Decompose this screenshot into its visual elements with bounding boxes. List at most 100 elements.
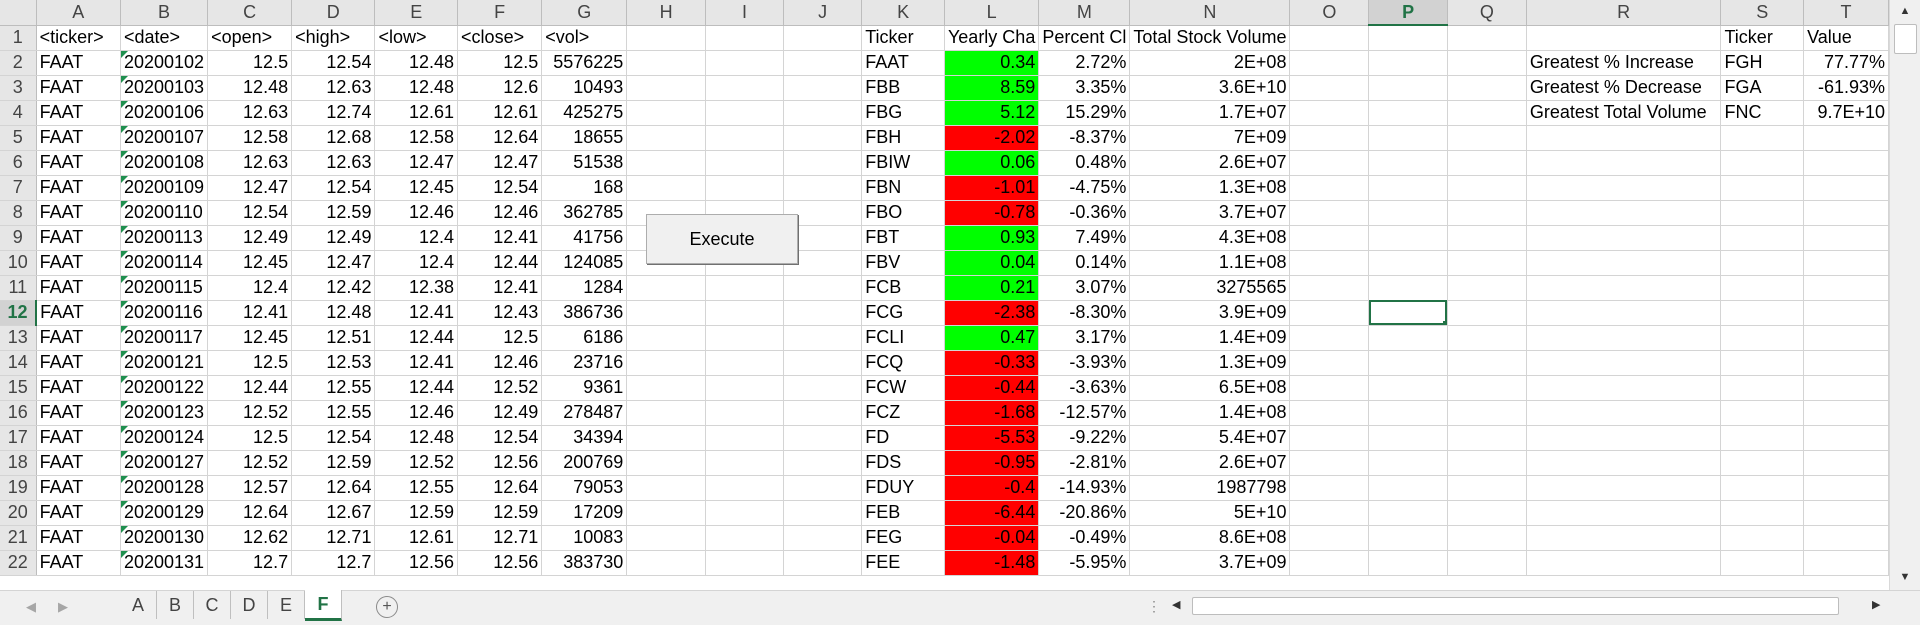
horizontal-scroll-thumb[interactable] bbox=[1192, 597, 1839, 615]
cell-a22[interactable]: FAAT bbox=[36, 550, 121, 576]
cell-c11[interactable]: 12.4 bbox=[207, 275, 293, 301]
cell-c6[interactable]: 12.63 bbox=[207, 150, 293, 176]
cell-o8[interactable] bbox=[1289, 200, 1370, 226]
cell-h20[interactable] bbox=[626, 500, 707, 526]
cell-p12[interactable] bbox=[1368, 300, 1448, 326]
cell-c19[interactable]: 12.57 bbox=[207, 475, 293, 501]
cell-d13[interactable]: 12.51 bbox=[291, 325, 376, 351]
cell-k21[interactable]: FEG bbox=[861, 525, 945, 551]
cell-o22[interactable] bbox=[1289, 550, 1370, 576]
cell-i1[interactable] bbox=[705, 25, 784, 51]
scroll-down-icon[interactable]: ▼ bbox=[1899, 571, 1911, 583]
cell-j15[interactable] bbox=[783, 375, 863, 401]
cell-m18[interactable]: -2.81% bbox=[1038, 450, 1131, 476]
column-header-g[interactable]: G bbox=[541, 0, 628, 26]
cell-i4[interactable] bbox=[705, 100, 784, 126]
cell-b11[interactable]: 20200115 bbox=[120, 275, 209, 301]
cell-l5[interactable]: -2.02 bbox=[944, 125, 1040, 151]
cell-a12[interactable]: FAAT bbox=[36, 300, 121, 326]
cell-t3[interactable]: -61.93% bbox=[1803, 75, 1889, 101]
cell-f20[interactable]: 12.59 bbox=[457, 500, 543, 526]
cell-f3[interactable]: 12.6 bbox=[457, 75, 543, 101]
cell-s1[interactable]: Ticker bbox=[1720, 25, 1805, 51]
cell-m8[interactable]: -0.36% bbox=[1038, 200, 1131, 226]
cell-l2[interactable]: 0.34 bbox=[944, 50, 1040, 76]
cell-j22[interactable] bbox=[783, 550, 863, 576]
cell-a10[interactable]: FAAT bbox=[36, 250, 121, 276]
cell-l22[interactable]: -1.48 bbox=[944, 550, 1040, 576]
cell-r6[interactable] bbox=[1526, 150, 1722, 176]
cell-n1[interactable]: Total Stock Volume bbox=[1129, 25, 1291, 51]
cell-r17[interactable] bbox=[1526, 425, 1722, 451]
cell-g4[interactable]: 425275 bbox=[541, 100, 628, 126]
cell-t14[interactable] bbox=[1803, 350, 1889, 376]
sheet-tab-d[interactable]: D bbox=[231, 591, 268, 619]
cell-n8[interactable]: 3.7E+07 bbox=[1129, 200, 1291, 226]
cell-c12[interactable]: 12.41 bbox=[207, 300, 293, 326]
cell-l12[interactable]: -2.38 bbox=[944, 300, 1040, 326]
cell-p2[interactable] bbox=[1368, 50, 1448, 76]
cell-n5[interactable]: 7E+09 bbox=[1129, 125, 1291, 151]
cell-c21[interactable]: 12.62 bbox=[207, 525, 293, 551]
cell-l18[interactable]: -0.95 bbox=[944, 450, 1040, 476]
cell-r20[interactable] bbox=[1526, 500, 1722, 526]
cell-a8[interactable]: FAAT bbox=[36, 200, 121, 226]
cell-r9[interactable] bbox=[1526, 225, 1722, 251]
cell-j11[interactable] bbox=[783, 275, 863, 301]
cell-b16[interactable]: 20200123 bbox=[120, 400, 209, 426]
cell-a16[interactable]: FAAT bbox=[36, 400, 121, 426]
cell-d9[interactable]: 12.49 bbox=[291, 225, 376, 251]
cell-b9[interactable]: 20200113 bbox=[120, 225, 209, 251]
cell-q12[interactable] bbox=[1447, 300, 1527, 326]
cell-n13[interactable]: 1.4E+09 bbox=[1129, 325, 1291, 351]
cell-a13[interactable]: FAAT bbox=[36, 325, 121, 351]
cell-k20[interactable]: FEB bbox=[861, 500, 945, 526]
cell-t15[interactable] bbox=[1803, 375, 1889, 401]
cell-j4[interactable] bbox=[783, 100, 863, 126]
cell-s22[interactable] bbox=[1720, 550, 1805, 576]
cell-r3[interactable]: Greatest % Decrease bbox=[1526, 75, 1722, 101]
cell-s11[interactable] bbox=[1720, 275, 1805, 301]
cell-h11[interactable] bbox=[626, 275, 707, 301]
cell-j1[interactable] bbox=[783, 25, 863, 51]
cell-q4[interactable] bbox=[1447, 100, 1527, 126]
cell-s4[interactable]: FNC bbox=[1720, 100, 1805, 126]
cell-g9[interactable]: 41756 bbox=[541, 225, 628, 251]
cell-b21[interactable]: 20200130 bbox=[120, 525, 209, 551]
cell-o14[interactable] bbox=[1289, 350, 1370, 376]
cell-q11[interactable] bbox=[1447, 275, 1527, 301]
cell-d3[interactable]: 12.63 bbox=[291, 75, 376, 101]
cell-g5[interactable]: 18655 bbox=[541, 125, 628, 151]
cell-m19[interactable]: -14.93% bbox=[1038, 475, 1131, 501]
cell-r4[interactable]: Greatest Total Volume bbox=[1526, 100, 1722, 126]
cell-d4[interactable]: 12.74 bbox=[291, 100, 376, 126]
cell-m10[interactable]: 0.14% bbox=[1038, 250, 1131, 276]
cell-q8[interactable] bbox=[1447, 200, 1527, 226]
cell-q9[interactable] bbox=[1447, 225, 1527, 251]
cell-j17[interactable] bbox=[783, 425, 863, 451]
cell-p5[interactable] bbox=[1368, 125, 1448, 151]
cell-t20[interactable] bbox=[1803, 500, 1889, 526]
cell-s21[interactable] bbox=[1720, 525, 1805, 551]
cell-i21[interactable] bbox=[705, 525, 784, 551]
cell-f16[interactable]: 12.49 bbox=[457, 400, 543, 426]
cell-q21[interactable] bbox=[1447, 525, 1527, 551]
cell-m6[interactable]: 0.48% bbox=[1038, 150, 1131, 176]
execute-button[interactable]: Execute bbox=[646, 214, 798, 264]
cell-g17[interactable]: 34394 bbox=[541, 425, 628, 451]
cell-j7[interactable] bbox=[783, 175, 863, 201]
cell-m1[interactable]: Percent Cl bbox=[1038, 25, 1131, 51]
column-header-o[interactable]: O bbox=[1289, 0, 1370, 26]
cell-e6[interactable]: 12.47 bbox=[374, 150, 459, 176]
cell-p4[interactable] bbox=[1368, 100, 1448, 126]
cell-p20[interactable] bbox=[1368, 500, 1448, 526]
cell-k4[interactable]: FBG bbox=[861, 100, 945, 126]
cell-i5[interactable] bbox=[705, 125, 784, 151]
cell-s12[interactable] bbox=[1720, 300, 1805, 326]
cell-e8[interactable]: 12.46 bbox=[374, 200, 459, 226]
cell-b2[interactable]: 20200102 bbox=[120, 50, 209, 76]
cell-f17[interactable]: 12.54 bbox=[457, 425, 543, 451]
cell-d15[interactable]: 12.55 bbox=[291, 375, 376, 401]
cell-d16[interactable]: 12.55 bbox=[291, 400, 376, 426]
row-header[interactable]: 15 bbox=[0, 375, 37, 401]
